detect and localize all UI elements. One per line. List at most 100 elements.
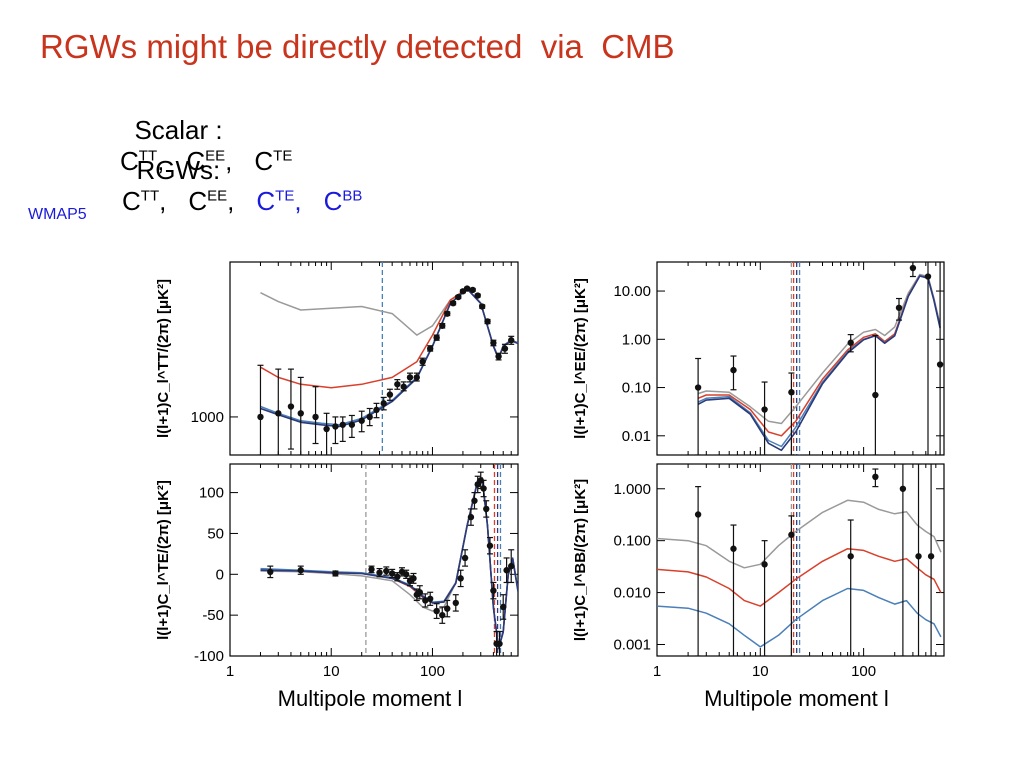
ee-data-point (909, 262, 917, 278)
te-data-point (486, 536, 494, 555)
tt-data-point (501, 343, 509, 354)
te-y-tick-label: -100 (194, 648, 224, 665)
bb-x-tick-label: 1 (653, 663, 661, 680)
ee-curve-gray (697, 273, 941, 425)
tt-data-point (366, 407, 373, 427)
te-y-tick-label: 0 (216, 566, 224, 583)
te-data-point (461, 549, 469, 567)
te-y-tick-label: 100 (199, 485, 224, 502)
tt-data-point (469, 286, 476, 294)
tt-data-point (478, 303, 486, 310)
tt-data-point (297, 376, 304, 455)
tt-data-point (275, 368, 282, 455)
te-curve-blue (260, 477, 518, 649)
scalar-row: Scalar : CTT, CEE, CTE (120, 84, 314, 177)
te-y-tick-label: 50 (207, 525, 224, 542)
te-data-point (297, 565, 304, 575)
te-curve-dark (260, 477, 518, 650)
te-data-point (457, 569, 464, 588)
tt-data-point (484, 318, 491, 325)
te-data-point (496, 630, 503, 656)
bb-x-axis-label: Multipole moment l (704, 686, 889, 711)
te-y-tick-label: -50 (202, 607, 224, 624)
ee-data-point (895, 297, 903, 321)
bb-curve-gray (657, 499, 942, 569)
wmap5-label: WMAP5 (28, 206, 87, 223)
te-x-tick-label: 100 (420, 663, 445, 680)
tt-curve-red (260, 287, 518, 389)
ee-frame (656, 261, 945, 456)
tt-data-point (358, 410, 365, 433)
bb-y-tick-label: 0.100 (613, 533, 651, 550)
ee-data-point (924, 262, 932, 455)
ee-panel: 10.00 1.00 0.10 0.01 l(l+1)C_l^EE/(2π) [μK²] (572, 261, 945, 456)
tt-data-point (419, 357, 426, 366)
te-curve-red (260, 477, 518, 649)
bb-data-point (694, 486, 702, 656)
tt-data-point (413, 372, 420, 382)
tt-panel: 1000 l(l+1)C_l^TT/(2π) [μK²] (155, 261, 519, 456)
bb-data-point (847, 519, 854, 656)
bb-data-point (915, 464, 922, 656)
ee-y-tick-label: 0.01 (622, 428, 651, 445)
te-data-point (426, 591, 434, 606)
te-data-point (394, 572, 401, 582)
bb-data-point (899, 464, 907, 656)
te-data-point (480, 479, 487, 498)
ee-data-point (936, 262, 944, 455)
tt-data-point (373, 402, 380, 419)
tt-data-point (348, 414, 356, 438)
te-data-point (467, 508, 475, 526)
te-curve-gray (260, 477, 518, 649)
bb-x-tick-label: 100 (851, 663, 876, 680)
tt-data-point (394, 379, 401, 390)
tt-data-point (433, 334, 440, 341)
te-data-point (508, 549, 515, 584)
te-data-point (267, 565, 274, 579)
te-y-axis-label: l(l+1)C_l^TE/(2π) [μK²] (155, 480, 172, 640)
tt-frame (229, 261, 519, 456)
tt-data-point (380, 396, 387, 411)
te-x-axis-label: Multipole moment l (278, 686, 463, 711)
bb-y-tick-label: 1.000 (613, 481, 651, 498)
bb-y-tick-label: 0.001 (613, 636, 651, 653)
bb-y-tick-label: 0.010 (613, 585, 651, 602)
tt-data-point (406, 372, 414, 383)
tt-data-point (257, 364, 264, 455)
tt-y-axis-label: l(l+1)C_l^TT/(2π) [μK²] (155, 279, 172, 438)
bb-data-point (927, 464, 935, 656)
bb-x-tick-label: 10 (752, 663, 769, 680)
scalar-term-ctt: CTT, (120, 146, 165, 176)
tt-data-point (508, 335, 515, 345)
te-data-point (433, 603, 440, 620)
scalar-term-cee: CEE, (186, 146, 233, 176)
bb-data-point (872, 468, 879, 488)
bb-data-point (761, 540, 768, 656)
tt-data-point (426, 345, 434, 352)
te-data-point (422, 593, 429, 608)
scalar-term-cte: CTE (254, 146, 293, 176)
bb-curve-red (657, 547, 942, 607)
bb-y-axis-label: l(l+1)C_l^BB/(2π) [μK²] (572, 479, 589, 641)
te-data-point (483, 500, 490, 518)
bb-data-point (730, 524, 737, 656)
bb-data-point (788, 515, 795, 656)
te-data-point (383, 566, 390, 576)
te-x-tick-label: 10 (323, 663, 340, 680)
ee-curve-blue (697, 274, 941, 448)
bb-curve-blue (657, 587, 942, 648)
te-data-point (503, 557, 510, 584)
tt-data-point (312, 386, 319, 445)
ee-y-tick-label: 0.10 (622, 380, 651, 397)
ee-curve-dark (697, 275, 941, 452)
ee-data-point (730, 355, 737, 391)
tt-data-point (332, 416, 339, 445)
tt-data-point (323, 412, 330, 455)
te-data-point (439, 606, 446, 624)
te-data-point (413, 588, 420, 602)
rgws-term-ctt: CTT, (122, 186, 167, 216)
rgws-term-cte: CTE, (256, 186, 302, 216)
te-data-point (444, 599, 451, 618)
